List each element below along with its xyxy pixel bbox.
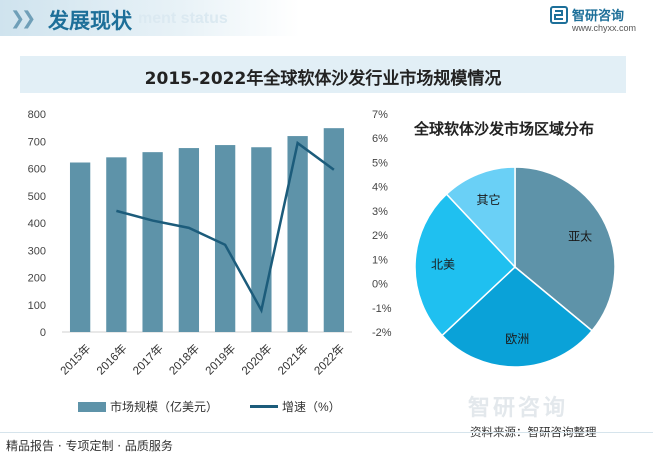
brand-logo-icon xyxy=(550,6,568,24)
left-axis-tick-labels: 0 100 200 300 400 500 600 700 800 xyxy=(28,109,46,339)
brand-name: 智研咨询 xyxy=(572,9,625,24)
pie-slice-label: 欧洲 xyxy=(505,332,529,346)
bar-2017年 xyxy=(142,152,163,332)
bar-2015年 xyxy=(69,162,91,332)
pie-slice-label: 北美 xyxy=(431,258,455,272)
right-axis-tick-label: 5% xyxy=(372,157,388,169)
left-axis-tick-label: 400 xyxy=(28,218,46,230)
legend-item-market-size: 市场规模（亿美元） xyxy=(78,398,218,415)
right-axis-tick-label: 2% xyxy=(372,230,388,242)
section-title: 发展现状 xyxy=(48,9,132,33)
x-axis-tick-label: 2015年 xyxy=(57,341,93,377)
pie-slice-label: 其它 xyxy=(476,192,500,207)
chevron-right-icon: ❯❯ xyxy=(10,8,36,28)
right-axis-tick-labels: -2% -1% 0% 1% 2% 3% 4% 5% 6% 7% xyxy=(372,109,392,339)
right-axis-tick-label: -1% xyxy=(372,303,392,315)
pie-slice-北美 xyxy=(414,193,517,337)
right-axis-tick-label: 0% xyxy=(372,279,388,291)
bar-2018年 xyxy=(178,148,200,332)
legend-line-label: 增速（%） xyxy=(282,400,341,414)
bar-2019年 xyxy=(214,145,236,332)
chart-title-band: 2015-2022年全球软体沙发行业市场规模情况 xyxy=(20,56,626,93)
right-axis-tick-label: -2% xyxy=(372,327,392,339)
right-axis-tick-label: 7% xyxy=(372,109,388,121)
x-axis-tick-label: 2022年 xyxy=(311,341,347,377)
pie-chart-title: 全球软体沙发市场区域分布 xyxy=(414,120,595,138)
left-axis-tick-label: 0 xyxy=(40,327,46,339)
footer-tagline: 精品报告 · 专项定制 · 品质服务 xyxy=(6,439,173,453)
bar-series xyxy=(69,128,345,332)
right-axis-tick-label: 4% xyxy=(372,182,388,194)
growth-rate-line xyxy=(116,140,335,314)
page-header: ❯❯ 发展现状 ment status 智研咨询 www.chyxx.com xyxy=(0,0,653,36)
left-axis-tick-label: 700 xyxy=(28,136,46,148)
pie-slice-其它 xyxy=(445,166,516,269)
pie-slice-亚太 xyxy=(514,166,616,332)
x-axis-tick-label: 2020年 xyxy=(238,341,274,377)
left-axis-tick-label: 600 xyxy=(28,164,46,176)
x-axis-tick-label: 2017年 xyxy=(130,341,166,377)
left-axis-tick-label: 800 xyxy=(28,109,46,121)
x-axis-tick-label: 2021年 xyxy=(275,341,311,377)
market-size-chart: 0 100 200 300 400 500 600 700 800 -2% -1% 0% 1% 2% 3%… xyxy=(28,109,392,377)
brand-logo: 智研咨询 www.chyxx.com xyxy=(550,4,650,36)
legend-item-growth: 增速（%） xyxy=(250,398,341,415)
pie-slices xyxy=(414,166,616,368)
chart-title: 2015-2022年全球软体沙发行业市场规模情况 xyxy=(144,69,502,89)
bar-2016年 xyxy=(106,157,127,332)
brand-url: www.chyxx.com xyxy=(572,23,637,33)
right-axis-tick-label: 3% xyxy=(372,206,388,218)
pie-slice-欧洲 xyxy=(441,266,594,368)
header-band xyxy=(0,0,300,36)
bar-2022年 xyxy=(323,128,345,332)
x-axis-tick-label: 2016年 xyxy=(93,341,129,377)
pie-slice-label: 亚太 xyxy=(568,228,592,243)
bar-2021年 xyxy=(287,136,308,332)
right-axis-tick-label: 6% xyxy=(372,133,388,145)
left-axis-tick-label: 500 xyxy=(28,191,46,203)
left-axis-tick-label: 100 xyxy=(28,300,46,312)
right-axis-tick-label: 1% xyxy=(372,254,388,266)
left-axis-tick-label: 200 xyxy=(28,273,46,285)
section-subtitle: ment status xyxy=(138,10,228,27)
x-axis-tick-labels: 2015年 2016年 2017年 2018年 2019年 2020年 2021年 2022年 xyxy=(57,341,347,377)
legend-bar-swatch xyxy=(78,401,106,412)
legend-bar-label: 市场规模（亿美元） xyxy=(110,400,219,414)
left-axis-tick-label: 300 xyxy=(28,245,46,257)
x-axis-tick-label: 2019年 xyxy=(202,341,238,377)
legend-line-swatch xyxy=(250,405,278,408)
x-axis-tick-label: 2018年 xyxy=(166,341,202,377)
watermark-logo: 智研咨询 xyxy=(468,396,569,421)
footer-divider xyxy=(0,432,653,433)
bar-2020年 xyxy=(251,147,272,332)
